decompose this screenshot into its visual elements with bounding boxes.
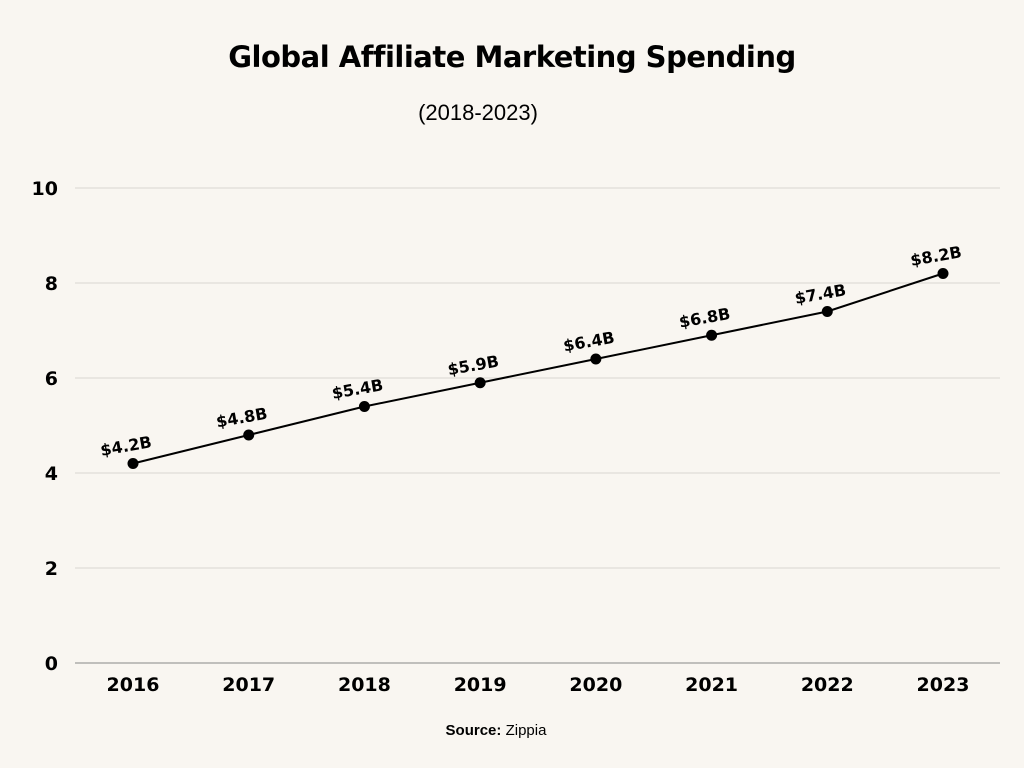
- y-tick-label: 2: [45, 558, 58, 580]
- data-label: $4.8B: [215, 404, 269, 432]
- chart-title: Global Affiliate Marketing Spending: [228, 40, 796, 74]
- x-tick-label: 2018: [338, 674, 391, 696]
- data-point: [127, 458, 139, 469]
- data-point: [243, 429, 255, 441]
- x-tick-label: 2020: [569, 674, 622, 696]
- y-tick-label: 4: [45, 463, 58, 485]
- data-label: $6.4B: [562, 328, 616, 356]
- data-label: $4.2B: [99, 432, 153, 460]
- data-point: [474, 377, 486, 389]
- x-tick-label: 2021: [685, 674, 738, 696]
- data-point: [821, 306, 833, 317]
- chart-subtitle: (2018-2023): [418, 100, 538, 125]
- y-tick-label: 0: [45, 653, 58, 675]
- source-value: Zippia: [505, 722, 547, 739]
- source-note: Source: Zippia: [0, 722, 992, 739]
- y-tick-label: 6: [45, 368, 58, 390]
- data-label: $8.2B: [909, 242, 963, 270]
- source-label: Source:: [445, 722, 502, 739]
- data-point: [706, 329, 718, 341]
- data-label: $6.8B: [678, 304, 732, 332]
- y-tick-label: 10: [32, 178, 58, 200]
- data-point: [358, 401, 370, 412]
- data-label: $5.4B: [330, 375, 384, 403]
- x-tick-label: 2017: [222, 674, 275, 696]
- x-tick-label: 2019: [454, 674, 507, 696]
- x-tick-label: 2022: [801, 674, 854, 696]
- data-label: $5.9B: [446, 351, 500, 379]
- data-point: [590, 353, 602, 365]
- x-tick-label: 2023: [917, 674, 970, 696]
- y-tick-label: 8: [45, 273, 58, 295]
- x-tick-label: 2016: [107, 674, 160, 696]
- data-label: $7.4B: [793, 280, 847, 308]
- series-line: [132, 272, 944, 465]
- data-point: [937, 268, 949, 279]
